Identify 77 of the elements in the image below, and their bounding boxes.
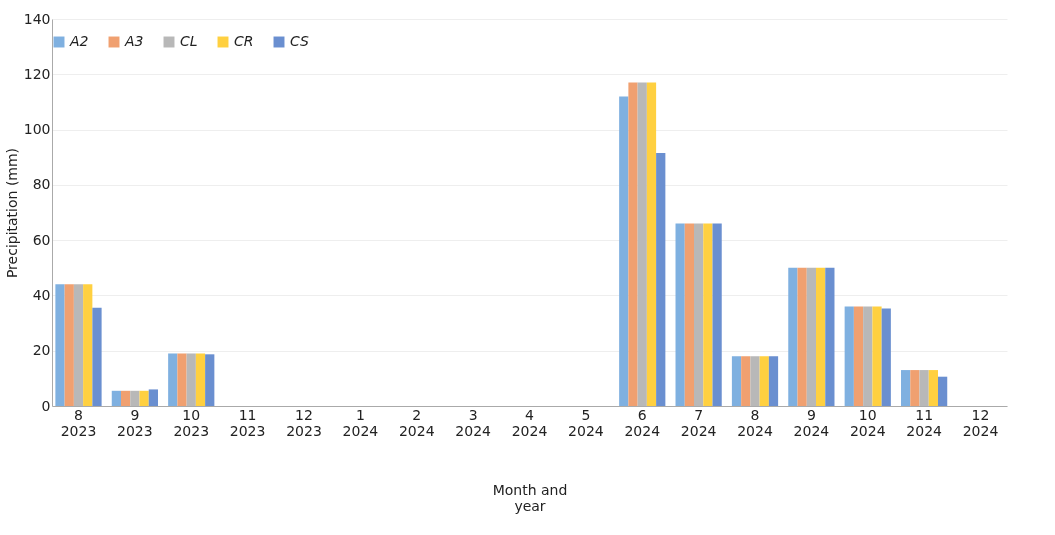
bar — [675, 223, 685, 406]
bar — [853, 306, 864, 406]
y-tick-label: 60 — [32, 231, 51, 248]
bar — [910, 370, 920, 406]
bar — [55, 284, 65, 406]
x-tick-label: 10 2023 — [173, 406, 210, 439]
bar — [938, 376, 948, 406]
x-tick-label: 6 2024 — [624, 406, 661, 439]
y-tick-label: 100 — [23, 121, 51, 138]
bar — [797, 267, 807, 406]
bar — [694, 223, 704, 406]
x-tick-label: 8 2024 — [737, 406, 773, 439]
y-axis-title: Precipitation (mm) — [3, 147, 20, 279]
legend-label: A2 — [69, 33, 89, 49]
bar — [919, 370, 929, 406]
bar — [928, 370, 938, 406]
y-tick-label: 120 — [23, 65, 51, 82]
x-tick-label: 9 2023 — [117, 406, 153, 439]
y-tick-label: 80 — [32, 176, 51, 193]
bar — [881, 308, 891, 406]
bar — [646, 82, 657, 406]
bar — [825, 267, 835, 406]
bar — [703, 223, 713, 406]
bar — [121, 390, 131, 406]
x-tick-label: 3 2024 — [455, 406, 492, 439]
bar — [637, 82, 647, 406]
x-tick-label: 12 2023 — [286, 406, 322, 439]
x-tick-label: 2 2024 — [398, 406, 435, 439]
bar — [901, 370, 911, 406]
bar — [816, 267, 826, 406]
x-tick-label: 11 2024 — [906, 406, 943, 439]
x-tick-label: 10 2024 — [849, 406, 886, 439]
bar — [64, 284, 74, 406]
bar — [788, 267, 798, 406]
x-tick-label: 11 2023 — [229, 406, 266, 439]
x-tick-label: 4 2024 — [511, 406, 548, 439]
bar — [863, 306, 873, 406]
bar — [111, 390, 121, 406]
bar — [872, 306, 882, 406]
bar — [684, 223, 694, 406]
bar — [195, 353, 206, 406]
bar — [92, 307, 102, 406]
bar — [750, 356, 760, 406]
bar — [731, 356, 742, 406]
bar — [768, 356, 779, 406]
bar — [177, 353, 187, 406]
bar — [806, 267, 816, 406]
bar — [139, 390, 149, 406]
legend-label: CR — [234, 33, 254, 49]
y-tick-label: 0 — [41, 397, 51, 414]
y-tick-label: 140 — [23, 10, 51, 27]
y-tick-label: 20 — [32, 342, 51, 359]
x-tick-label: 8 2023 — [60, 406, 97, 439]
legend-label: A3 — [124, 33, 144, 49]
x-tick-label: 7 2024 — [680, 406, 717, 439]
y-tick-label: 40 — [32, 286, 51, 303]
bar — [741, 356, 751, 406]
x-tick-label: 5 2024 — [568, 406, 604, 439]
bar — [619, 96, 629, 406]
bar — [656, 153, 666, 406]
bar — [168, 353, 178, 406]
legend-label: CL — [180, 33, 198, 49]
bar — [712, 223, 722, 406]
bar — [83, 284, 93, 406]
x-tick-label: 9 2024 — [793, 406, 830, 439]
x-axis-title: Month and year — [492, 481, 568, 514]
x-tick-label: 12 2024 — [962, 406, 999, 439]
bar — [130, 390, 140, 406]
x-tick-label: 1 2024 — [342, 406, 379, 439]
bar — [73, 284, 84, 406]
bar — [844, 306, 854, 406]
bar — [628, 82, 638, 406]
bar — [205, 354, 215, 406]
bar — [148, 389, 158, 406]
bar — [759, 356, 769, 406]
legend-label: CS — [290, 33, 310, 49]
bar — [186, 353, 196, 406]
